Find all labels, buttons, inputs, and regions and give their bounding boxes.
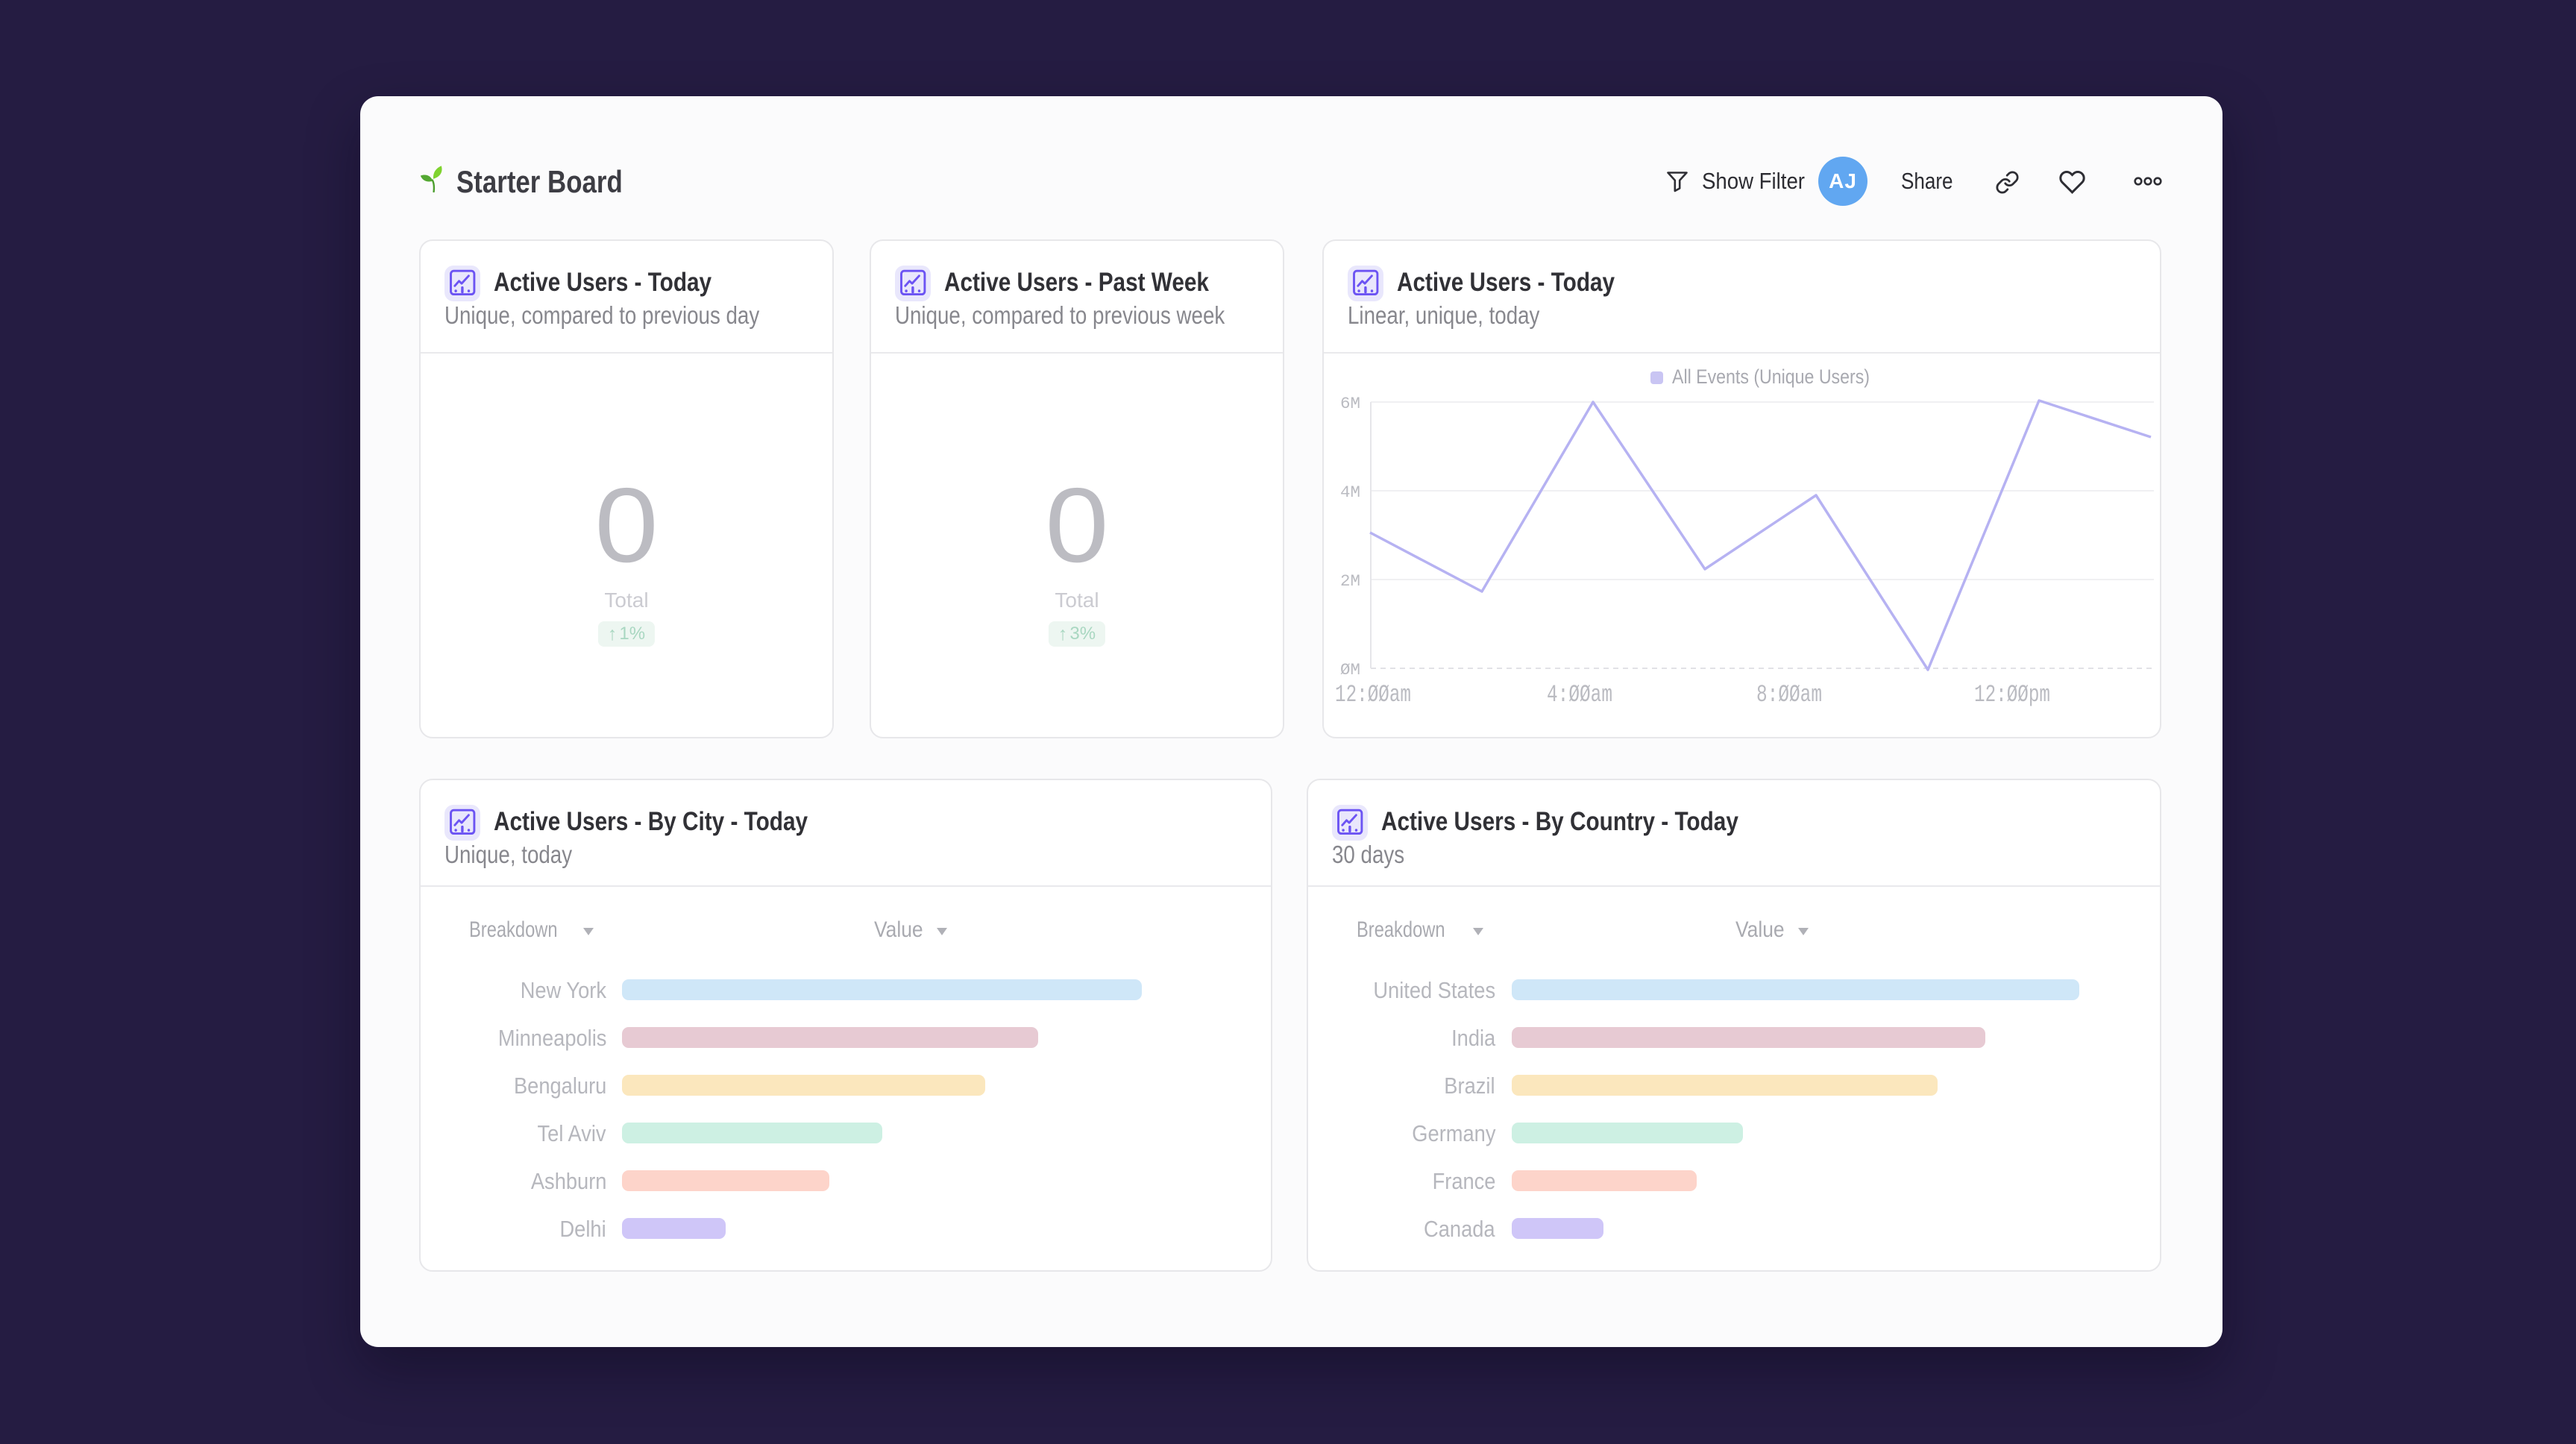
svg-text:6M: 6M (1340, 395, 1360, 413)
svg-text:4M: 4M (1340, 483, 1360, 502)
svg-text:12:ØØam: 12:ØØam (1335, 681, 1411, 709)
svg-text:8:ØØam: 8:ØØam (1756, 681, 1822, 709)
svg-text:All Events (Unique Users): All Events (Unique Users) (1672, 365, 1870, 388)
svg-text:4:ØØam: 4:ØØam (1547, 681, 1612, 709)
svg-text:2M: 2M (1340, 572, 1360, 591)
svg-text:ØM: ØM (1340, 661, 1360, 679)
svg-text:12:ØØpm: 12:ØØpm (1974, 681, 2050, 709)
